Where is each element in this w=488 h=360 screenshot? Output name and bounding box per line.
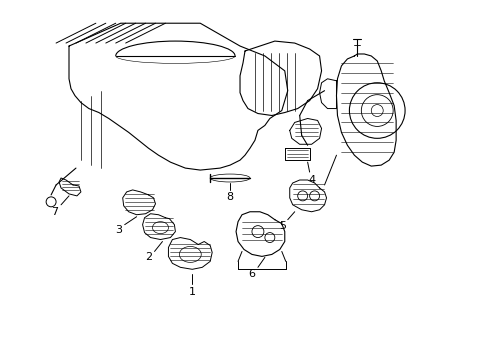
Text: 1: 1 xyxy=(188,287,195,297)
Text: 3: 3 xyxy=(115,225,122,235)
Text: 4: 4 xyxy=(307,175,315,185)
Text: 7: 7 xyxy=(51,207,59,217)
Text: 8: 8 xyxy=(226,192,233,202)
Text: 5: 5 xyxy=(279,221,285,231)
Text: 6: 6 xyxy=(248,269,255,279)
Text: 2: 2 xyxy=(144,252,152,262)
